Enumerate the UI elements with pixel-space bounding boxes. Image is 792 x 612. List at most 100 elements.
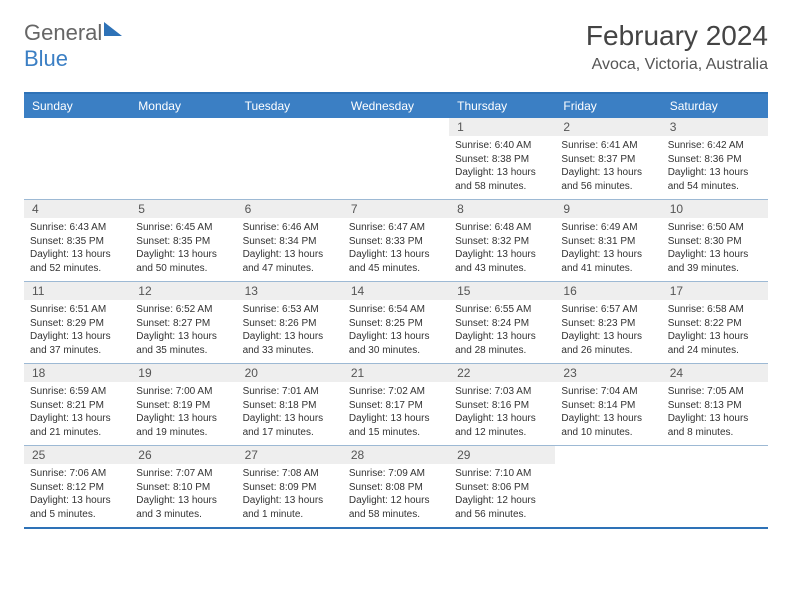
daylight-line: Daylight: 13 hours and 45 minutes.: [349, 248, 443, 275]
sunrise-line: Sunrise: 7:02 AM: [349, 385, 443, 399]
week-row: Sunrise: 6:59 AMSunset: 8:21 PMDaylight:…: [24, 382, 768, 445]
daylight-line: Daylight: 13 hours and 12 minutes.: [455, 412, 549, 439]
day-number: 6: [237, 200, 343, 218]
day-number: 9: [555, 200, 661, 218]
daylight-line: Daylight: 12 hours and 58 minutes.: [349, 494, 443, 521]
daylight-line: Daylight: 13 hours and 1 minute.: [243, 494, 337, 521]
daylight-line: Daylight: 13 hours and 17 minutes.: [243, 412, 337, 439]
sunrise-line: Sunrise: 6:47 AM: [349, 221, 443, 235]
sunrise-line: Sunrise: 6:41 AM: [561, 139, 655, 153]
day-cell: Sunrise: 6:45 AMSunset: 8:35 PMDaylight:…: [130, 218, 236, 281]
logo: General: [24, 20, 126, 46]
sunset-line: Sunset: 8:08 PM: [349, 481, 443, 495]
sunrise-line: Sunrise: 6:45 AM: [136, 221, 230, 235]
sunset-line: Sunset: 8:18 PM: [243, 399, 337, 413]
sunrise-line: Sunrise: 6:43 AM: [30, 221, 124, 235]
sunset-line: Sunset: 8:22 PM: [668, 317, 762, 331]
sunrise-line: Sunrise: 6:52 AM: [136, 303, 230, 317]
sunrise-line: Sunrise: 6:49 AM: [561, 221, 655, 235]
day-number: 8: [449, 200, 555, 218]
day-number: 2: [555, 118, 661, 136]
day-number: 20: [237, 364, 343, 382]
daylight-line: Daylight: 13 hours and 58 minutes.: [455, 166, 549, 193]
sunset-line: Sunset: 8:19 PM: [136, 399, 230, 413]
sunset-line: Sunset: 8:27 PM: [136, 317, 230, 331]
day-cell: Sunrise: 7:08 AMSunset: 8:09 PMDaylight:…: [237, 464, 343, 527]
daylight-line: Daylight: 13 hours and 33 minutes.: [243, 330, 337, 357]
daylight-line: Daylight: 13 hours and 15 minutes.: [349, 412, 443, 439]
weekday-header: Wednesday: [343, 94, 449, 118]
day-cell: Sunrise: 6:51 AMSunset: 8:29 PMDaylight:…: [24, 300, 130, 363]
daylight-line: Daylight: 13 hours and 19 minutes.: [136, 412, 230, 439]
day-cell: Sunrise: 6:42 AMSunset: 8:36 PMDaylight:…: [662, 136, 768, 199]
day-number: 7: [343, 200, 449, 218]
sunset-line: Sunset: 8:16 PM: [455, 399, 549, 413]
day-number-row: 45678910: [24, 199, 768, 218]
sunrise-line: Sunrise: 6:46 AM: [243, 221, 337, 235]
day-cell: Sunrise: 6:59 AMSunset: 8:21 PMDaylight:…: [24, 382, 130, 445]
sunset-line: Sunset: 8:36 PM: [668, 153, 762, 167]
logo-word1: General: [24, 20, 102, 46]
day-number-row: 11121314151617: [24, 281, 768, 300]
sunset-line: Sunset: 8:13 PM: [668, 399, 762, 413]
logo-word2: Blue: [24, 46, 68, 72]
sunset-line: Sunset: 8:09 PM: [243, 481, 337, 495]
empty-cell: [237, 136, 343, 199]
day-cell: Sunrise: 6:40 AMSunset: 8:38 PMDaylight:…: [449, 136, 555, 199]
empty-cell: [130, 136, 236, 199]
sunrise-line: Sunrise: 6:55 AM: [455, 303, 549, 317]
day-cell: Sunrise: 6:57 AMSunset: 8:23 PMDaylight:…: [555, 300, 661, 363]
empty-cell: [24, 118, 130, 136]
title-block: February 2024 Avoca, Victoria, Australia: [586, 20, 768, 74]
day-cell: Sunrise: 7:06 AMSunset: 8:12 PMDaylight:…: [24, 464, 130, 527]
sunrise-line: Sunrise: 7:07 AM: [136, 467, 230, 481]
weekday-header: Saturday: [662, 94, 768, 118]
sunrise-line: Sunrise: 6:58 AM: [668, 303, 762, 317]
sunset-line: Sunset: 8:24 PM: [455, 317, 549, 331]
daylight-line: Daylight: 13 hours and 41 minutes.: [561, 248, 655, 275]
sunset-line: Sunset: 8:29 PM: [30, 317, 124, 331]
daylight-line: Daylight: 13 hours and 21 minutes.: [30, 412, 124, 439]
day-number: 12: [130, 282, 236, 300]
sunset-line: Sunset: 8:25 PM: [349, 317, 443, 331]
weekday-header: Thursday: [449, 94, 555, 118]
sunset-line: Sunset: 8:26 PM: [243, 317, 337, 331]
sunset-line: Sunset: 8:17 PM: [349, 399, 443, 413]
sunrise-line: Sunrise: 7:04 AM: [561, 385, 655, 399]
day-number: 11: [24, 282, 130, 300]
week-row: Sunrise: 6:43 AMSunset: 8:35 PMDaylight:…: [24, 218, 768, 281]
sunrise-line: Sunrise: 6:42 AM: [668, 139, 762, 153]
day-cell: Sunrise: 6:53 AMSunset: 8:26 PMDaylight:…: [237, 300, 343, 363]
daylight-line: Daylight: 13 hours and 54 minutes.: [668, 166, 762, 193]
sunset-line: Sunset: 8:31 PM: [561, 235, 655, 249]
day-cell: Sunrise: 7:10 AMSunset: 8:06 PMDaylight:…: [449, 464, 555, 527]
sunset-line: Sunset: 8:34 PM: [243, 235, 337, 249]
day-cell: Sunrise: 7:09 AMSunset: 8:08 PMDaylight:…: [343, 464, 449, 527]
day-cell: Sunrise: 6:46 AMSunset: 8:34 PMDaylight:…: [237, 218, 343, 281]
day-number: 26: [130, 446, 236, 464]
empty-cell: [555, 464, 661, 527]
day-cell: Sunrise: 6:47 AMSunset: 8:33 PMDaylight:…: [343, 218, 449, 281]
daylight-line: Daylight: 13 hours and 5 minutes.: [30, 494, 124, 521]
day-number: 1: [449, 118, 555, 136]
day-number: 22: [449, 364, 555, 382]
day-number: 28: [343, 446, 449, 464]
day-cell: Sunrise: 6:55 AMSunset: 8:24 PMDaylight:…: [449, 300, 555, 363]
week-row: Sunrise: 6:51 AMSunset: 8:29 PMDaylight:…: [24, 300, 768, 363]
weekday-header: Friday: [555, 94, 661, 118]
daylight-line: Daylight: 12 hours and 56 minutes.: [455, 494, 549, 521]
day-number: 14: [343, 282, 449, 300]
sunrise-line: Sunrise: 6:53 AM: [243, 303, 337, 317]
weekday-header-row: SundayMondayTuesdayWednesdayThursdayFrid…: [24, 94, 768, 118]
sunrise-line: Sunrise: 6:40 AM: [455, 139, 549, 153]
day-number: 25: [24, 446, 130, 464]
sunset-line: Sunset: 8:38 PM: [455, 153, 549, 167]
day-cell: Sunrise: 6:43 AMSunset: 8:35 PMDaylight:…: [24, 218, 130, 281]
sunset-line: Sunset: 8:06 PM: [455, 481, 549, 495]
empty-cell: [24, 136, 130, 199]
empty-cell: [662, 464, 768, 527]
header: General February 2024 Avoca, Victoria, A…: [24, 20, 768, 74]
empty-cell: [237, 118, 343, 136]
sunset-line: Sunset: 8:21 PM: [30, 399, 124, 413]
daylight-line: Daylight: 13 hours and 47 minutes.: [243, 248, 337, 275]
